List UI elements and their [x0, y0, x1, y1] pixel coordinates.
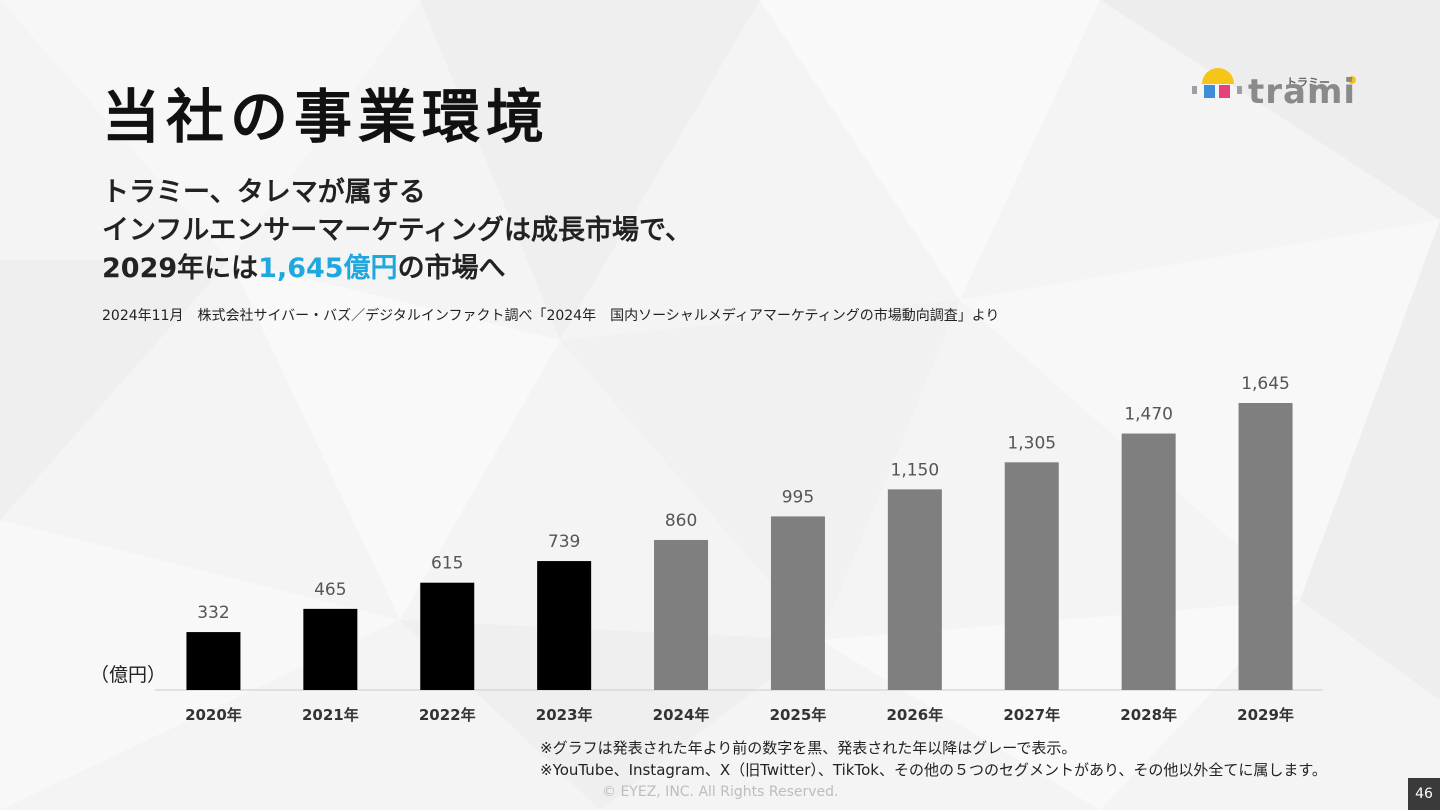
bar-2024年 — [654, 539, 709, 690]
data-label-2021年: 465 — [314, 580, 346, 600]
logo-kana: トラミー — [1286, 76, 1330, 89]
headline-accent-value: 1,645億円 — [258, 253, 398, 284]
x-tick-2028年: 2028年 — [1120, 706, 1177, 724]
x-tick-2025年: 2025年 — [770, 706, 827, 724]
headline-line3-prefix: 2029年には — [102, 253, 259, 284]
bar-2025年 — [770, 516, 825, 690]
x-tick-2022年: 2022年 — [419, 706, 476, 724]
bar-2028年 — [1121, 433, 1176, 690]
bar-2021年 — [303, 608, 358, 690]
bar-2022年 — [420, 582, 475, 690]
x-tick-2021年: 2021年 — [302, 706, 359, 724]
page-title: 当社の事業環境 — [102, 83, 551, 151]
headline-line1: トラミー、タレマが属する — [102, 177, 426, 208]
note-1: ※グラフは発表された年より前の数字を黒、発表された年以降はグレーで表示。 — [540, 739, 1077, 757]
data-label-2027年: 1,305 — [1007, 433, 1056, 453]
page-number: 46 — [1408, 778, 1440, 810]
bar-2020年 — [186, 632, 241, 690]
bar-2027年 — [1004, 462, 1059, 690]
trami-logo — [1192, 68, 1356, 98]
data-label-2029年: 1,645 — [1241, 374, 1290, 394]
logo-text: trami — [1248, 72, 1357, 112]
data-label-2026年: 1,150 — [891, 460, 940, 480]
copyright: © EYEZ, INC. All Rights Reserved. — [602, 784, 839, 800]
chart-notes: ※グラフは発表された年より前の数字を黒、発表された年以降はグレーで表示。 ※Yo… — [540, 737, 1327, 781]
data-label-2024年: 860 — [665, 511, 697, 531]
data-label-2022年: 615 — [431, 554, 463, 574]
x-tick-2024年: 2024年 — [653, 706, 710, 724]
x-tick-2026年: 2026年 — [886, 706, 943, 724]
x-tick-2027年: 2027年 — [1003, 706, 1060, 724]
note-2: ※YouTube、Instagram、X（旧Twitter）、TikTok、その… — [540, 761, 1327, 779]
bar-2023年 — [537, 561, 592, 690]
source-citation: 2024年11月 株式会社サイバー・バズ／デジタルインファクト調べ「2024年 … — [102, 308, 1000, 324]
headline: トラミー、タレマが属する インフルエンサーマーケティングは成長市場で、 2029… — [102, 174, 692, 288]
bar-2026年 — [887, 489, 942, 690]
data-label-2023年: 739 — [548, 532, 580, 552]
x-tick-2023年: 2023年 — [536, 706, 593, 724]
x-tick-2020年: 2020年 — [185, 706, 242, 724]
bar-2029年 — [1238, 403, 1293, 690]
x-tick-2029年: 2029年 — [1237, 706, 1294, 724]
y-unit-label: （億円） — [90, 664, 167, 686]
headline-line3: 2029年には1,645億円の市場へ — [102, 250, 692, 288]
data-label-2025年: 995 — [782, 487, 814, 507]
data-label-2020年: 332 — [197, 603, 229, 623]
headline-line3-suffix: の市場へ — [397, 253, 506, 284]
data-label-2028年: 1,470 — [1124, 405, 1173, 425]
headline-line2: インフルエンサーマーケティングは成長市場で、 — [102, 215, 692, 246]
